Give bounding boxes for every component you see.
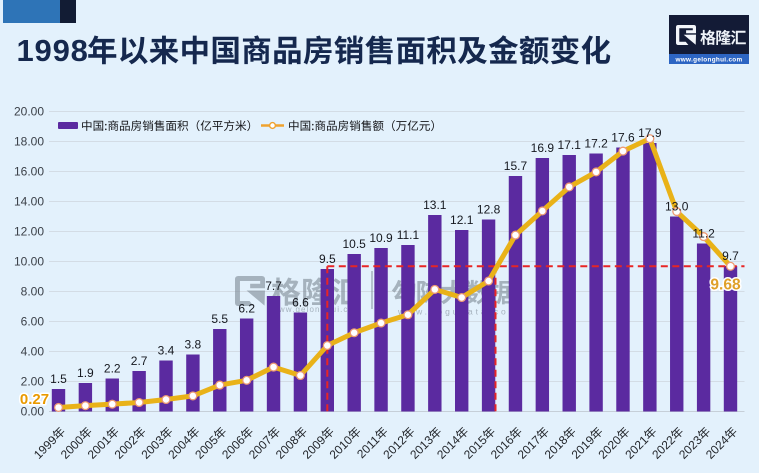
svg-text:7.7: 7.7	[265, 279, 282, 293]
svg-text:14.00: 14.00	[14, 195, 44, 209]
svg-text:1.5: 1.5	[50, 372, 67, 386]
svg-text:2.00: 2.00	[21, 375, 45, 389]
svg-text:2.2: 2.2	[104, 362, 121, 376]
svg-text:6.2: 6.2	[238, 302, 255, 316]
svg-text:9.7: 9.7	[722, 249, 739, 263]
svg-text:12.8: 12.8	[477, 203, 501, 217]
svg-text:12.00: 12.00	[14, 225, 44, 239]
svg-text:10.00: 10.00	[14, 255, 44, 269]
svg-text:11.1: 11.1	[397, 228, 420, 242]
svg-text:17.6: 17.6	[611, 131, 635, 145]
svg-text:13.0: 13.0	[665, 200, 689, 214]
svg-text:17.1: 17.1	[558, 138, 582, 152]
svg-text:17.9: 17.9	[638, 126, 662, 140]
svg-text:16.9: 16.9	[531, 141, 555, 155]
svg-text:20.00: 20.00	[14, 105, 44, 119]
svg-text:17.2: 17.2	[584, 137, 608, 151]
svg-text:www.gelonghui.com: www.gelonghui.com	[675, 57, 743, 64]
svg-text:10.9: 10.9	[369, 231, 393, 245]
svg-text:3.4: 3.4	[158, 344, 175, 358]
svg-text:9.5: 9.5	[319, 252, 336, 266]
svg-text:15.7: 15.7	[504, 159, 528, 173]
svg-text:12.1: 12.1	[450, 213, 474, 227]
svg-text:10.5: 10.5	[343, 237, 367, 251]
svg-text:4.00: 4.00	[21, 345, 45, 359]
svg-text:6.6: 6.6	[292, 296, 309, 310]
svg-text:0.27: 0.27	[20, 391, 49, 408]
svg-text:2.7: 2.7	[131, 354, 148, 368]
svg-text:1.9: 1.9	[77, 366, 94, 380]
svg-text:6.00: 6.00	[21, 315, 45, 329]
svg-text:18.00: 18.00	[14, 135, 44, 149]
svg-text:5.5: 5.5	[211, 312, 228, 326]
svg-text:13.1: 13.1	[423, 198, 447, 212]
svg-text:1998: 1998	[17, 33, 89, 68]
svg-text:9.68: 9.68	[710, 277, 741, 294]
svg-text:11.2: 11.2	[692, 227, 715, 241]
svg-text:www.gelonghui.com: www.gelonghui.com	[271, 305, 362, 314]
svg-text:3.8: 3.8	[185, 338, 202, 352]
svg-text:0.00: 0.00	[21, 405, 45, 419]
svg-text:8.00: 8.00	[21, 285, 45, 299]
svg-text:16.00: 16.00	[14, 165, 44, 179]
